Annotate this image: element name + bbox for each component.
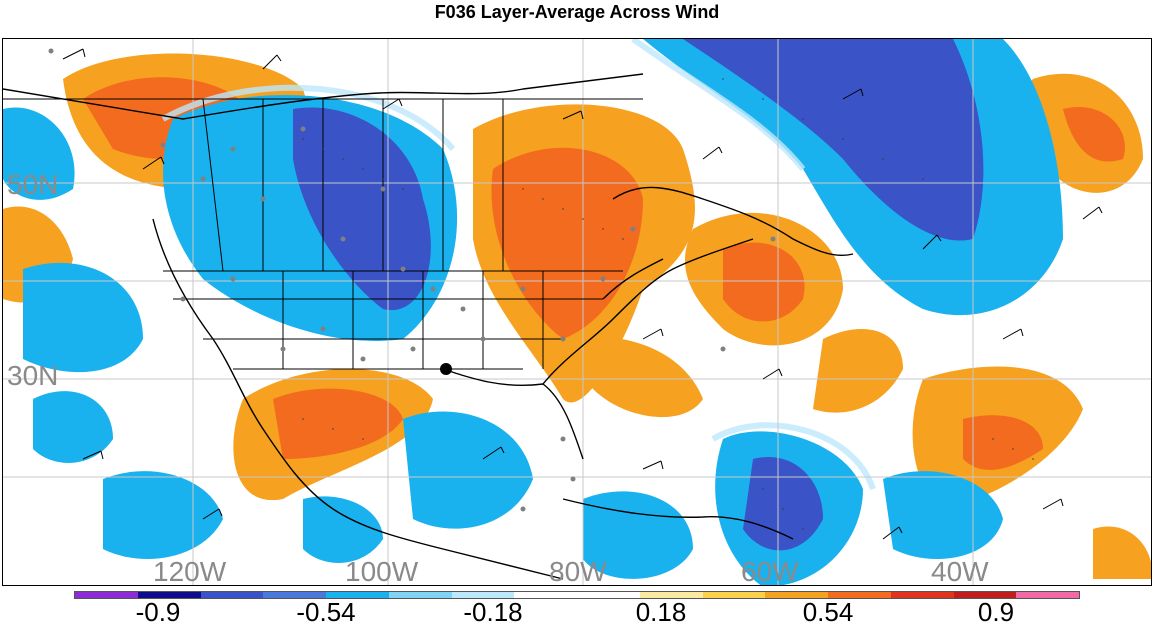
positive-anomaly-fields <box>3 53 1151 579</box>
colorbar-segment <box>890 592 954 598</box>
colorbar-segment <box>577 592 640 598</box>
latitude-label-30n: 30N <box>7 360 59 391</box>
longitude-label-60w: 60W <box>741 556 799 586</box>
longitude-label-80w: 80W <box>549 556 607 586</box>
colorbar-label-neg-0-54: -0.54 <box>296 597 356 627</box>
longitude-label-100w: 100W <box>345 556 419 586</box>
coastlines <box>3 73 854 580</box>
colorbar-segment <box>388 592 452 598</box>
wind-barbs <box>62 48 1103 540</box>
colorbar-segment <box>137 592 201 598</box>
colorbar-segment <box>828 592 891 598</box>
light-contour-bands <box>161 39 876 491</box>
colorbar-segment <box>953 592 1017 598</box>
colorbar-segment <box>263 592 326 598</box>
colorbar-label-neg-0-9: -0.9 <box>135 597 181 627</box>
colorbar-segment <box>75 592 138 598</box>
stipple-pattern <box>302 78 1034 530</box>
colorbar-segment <box>200 592 264 598</box>
longitude-label-120w: 120W <box>153 556 227 586</box>
colorbar-segment <box>639 592 703 598</box>
map-canvas <box>3 39 1151 585</box>
colorbar-segment <box>514 592 577 598</box>
chart-title: F036 Layer-Average Across Wind <box>434 2 720 22</box>
longitude-label-40w: 40W <box>931 556 989 586</box>
colorbar-segment <box>765 592 828 598</box>
observation-sites <box>48 48 776 512</box>
colorbar-label-neg-0-18: -0.18 <box>463 597 523 627</box>
colorbar-segment <box>451 592 515 598</box>
graticule <box>3 39 1151 585</box>
station-marker-icon <box>440 363 452 375</box>
colorbar-label-0-9: 0.9 <box>977 597 1015 627</box>
weather-map[interactable]: 50N 30N 120W 100W 80W 60W 40W <box>2 38 1152 586</box>
colorbar-segment <box>702 592 766 598</box>
latitude-label-50n: 50N <box>7 169 59 200</box>
colorbar-label-0-18: 0.18 <box>635 597 687 627</box>
political-borders <box>3 98 643 370</box>
colorbar-label-0-54: 0.54 <box>802 597 854 627</box>
colorbar-segment <box>326 592 389 598</box>
colorbar-segment <box>1016 592 1079 598</box>
colorbar <box>74 591 1080 599</box>
